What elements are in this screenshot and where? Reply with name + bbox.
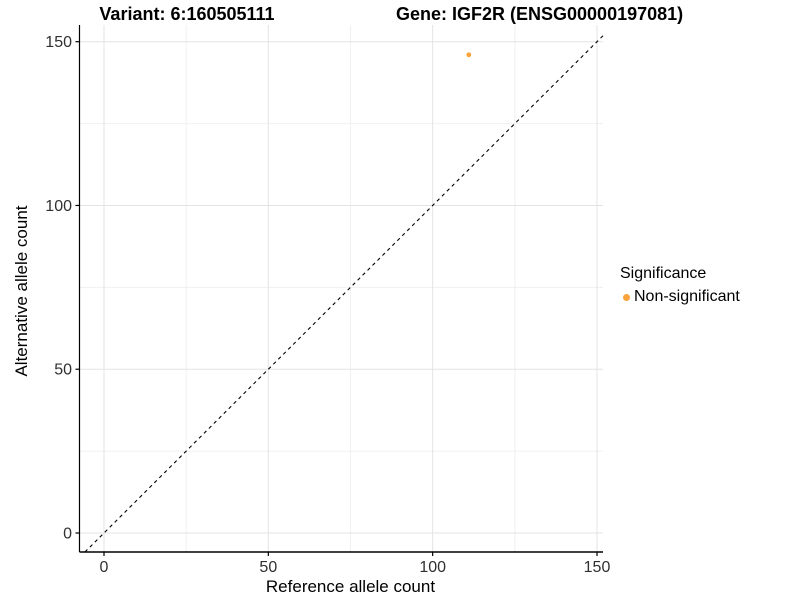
- y-tick-label: 150: [45, 34, 72, 51]
- data-point: [466, 52, 472, 58]
- y-axis-title: Alternative allele count: [12, 205, 31, 377]
- legend-item-non-significant: Non-significant: [620, 288, 740, 306]
- plot-title-gene: Gene: IGF2R (ENSG00000197081): [396, 4, 684, 24]
- x-tick-label: 50: [259, 559, 277, 576]
- x-tick-label: 0: [100, 559, 109, 576]
- legend-title: Significance: [620, 265, 707, 282]
- y-tick-label: 0: [63, 526, 72, 543]
- plot-title-variant: Variant: 6:160505111: [99, 4, 275, 24]
- x-axis-title: Reference allele count: [265, 577, 436, 596]
- legend: Significance Non-significant: [620, 265, 740, 306]
- y-tick-label: 100: [45, 198, 72, 215]
- x-tick-label: 150: [584, 559, 611, 576]
- y-tick-label: 50: [54, 362, 72, 379]
- legend-item-label: Non-significant: [634, 288, 740, 305]
- legend-point-icon: [623, 293, 630, 301]
- x-tick-label: 100: [419, 559, 446, 576]
- identity-dashed-line: [84, 35, 604, 553]
